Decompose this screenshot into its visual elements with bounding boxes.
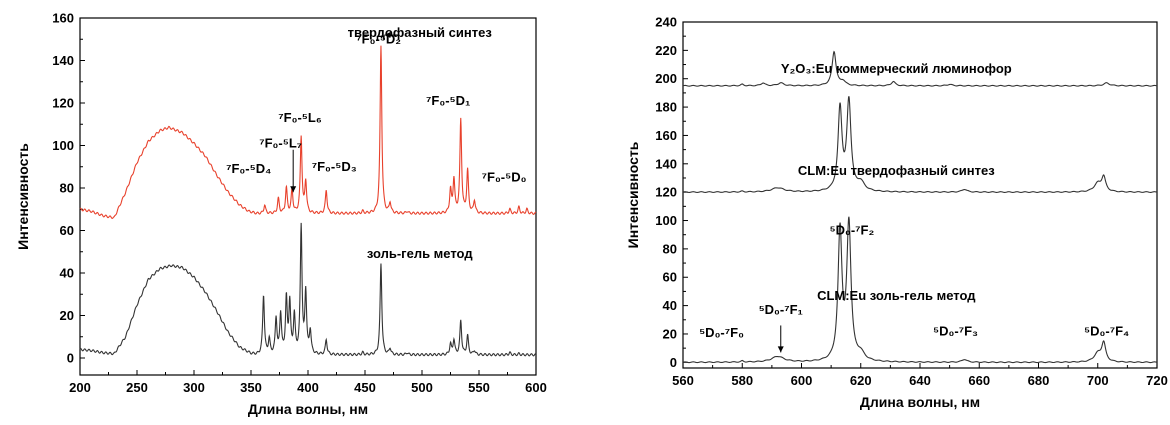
x-tick-label: 640 — [909, 373, 931, 388]
annotation-label: ⁷F₀-⁵D₃ — [312, 159, 357, 174]
x-tick-label: 580 — [731, 373, 753, 388]
y-axis-label: Интенсивность — [625, 141, 641, 248]
y-tick-label: 140 — [655, 156, 677, 171]
x-tick-label: 680 — [1028, 373, 1050, 388]
y-tick-label: 180 — [655, 100, 677, 115]
y-tick-label: 60 — [60, 223, 74, 238]
y-tick-label: 160 — [52, 11, 74, 26]
x-tick-label: 660 — [968, 373, 990, 388]
x-tick-label: 450 — [354, 380, 376, 395]
x-tick-label: 620 — [850, 373, 872, 388]
y-tick-label: 120 — [655, 185, 677, 200]
annotation-label: ⁷F₀-⁵D₁ — [426, 93, 470, 108]
y-tick-label: 20 — [60, 308, 74, 323]
y-tick-label: 60 — [663, 270, 677, 285]
y-tick-label: 0 — [67, 351, 74, 366]
x-tick-label: 500 — [411, 380, 433, 395]
plot-frame — [79, 17, 537, 376]
series-line-3 — [682, 216, 1158, 364]
series-line-2 — [79, 222, 537, 357]
annotation-label: ⁵D₀-⁷F₂ — [829, 223, 874, 238]
x-tick-label: 720 — [1146, 373, 1168, 388]
x-tick-label: 600 — [525, 380, 547, 395]
annotation-label: ⁵D₀-⁷F₀ — [699, 325, 744, 340]
y-tick-label: 100 — [52, 138, 74, 153]
x-tick-label: 400 — [297, 380, 319, 395]
annotation-label: ⁵D₀-⁷F₁ — [759, 302, 803, 317]
x-tick-label: 550 — [468, 380, 490, 395]
x-tick-label: 200 — [69, 380, 91, 395]
y-tick-label: 120 — [52, 96, 74, 111]
annotation-label: золь-гель метод — [367, 246, 473, 261]
y-tick-label: 40 — [60, 266, 74, 281]
x-tick-label: 250 — [126, 380, 148, 395]
y-tick-label: 200 — [655, 71, 677, 86]
y-tick-label: 0 — [670, 355, 677, 370]
y-tick-label: 80 — [60, 181, 74, 196]
annotation-label: Y₂O₃:Eu коммерческий люминофор — [781, 61, 1012, 76]
series-line-1 — [79, 45, 537, 220]
annotation-label: ⁵D₀-⁷F₃ — [933, 323, 978, 338]
y-tick-label: 220 — [655, 43, 677, 58]
x-tick-label: 700 — [1087, 373, 1109, 388]
annotation-label: ⁷F₀-⁵D₀ — [482, 170, 527, 185]
annotation-label: ⁷F₀-⁵L₆ — [278, 110, 322, 125]
y-tick-label: 40 — [663, 298, 677, 313]
x-tick-label: 350 — [240, 380, 262, 395]
y-tick-label: 140 — [52, 53, 74, 68]
series-line-1 — [682, 50, 1158, 87]
y-tick-label: 100 — [655, 213, 677, 228]
annotation-label: ⁷F₀-⁵D₄ — [226, 161, 271, 176]
x-tick-label: 600 — [791, 373, 813, 388]
y-tick-label: 80 — [663, 241, 677, 256]
annotation-label: ⁷F₀-⁵D₂ — [356, 32, 401, 47]
y-tick-label: 20 — [663, 326, 677, 341]
annotation-label: ⁷F₀-⁵L₇ — [259, 136, 302, 151]
arrow-head — [384, 32, 391, 38]
excitation-spectra-chart: 200 250 300 350 400 450 500 550 600 0 20 40 60 80 100 1… — [15, 11, 547, 418]
annotation-label: ⁵D₀-⁷F₄ — [1084, 323, 1129, 338]
arrow-head — [290, 186, 297, 193]
y-tick-label: 160 — [655, 128, 677, 143]
annotation-label: CLM:Eu твердофазный синтез — [798, 163, 995, 178]
x-tick-label: 300 — [183, 380, 205, 395]
x-tick-label: 560 — [672, 373, 694, 388]
annotation-label: твердофазный синтез — [348, 25, 493, 40]
y-axis-label: Интенсивность — [15, 143, 31, 250]
series-line-2 — [682, 96, 1158, 193]
emission-spectra-chart: 560 580 600 620 640 660 680 700 720 0 20 40 60 80 100 1… — [625, 15, 1168, 411]
x-axis-label: Длина волны, нм — [860, 394, 980, 410]
x-axis-label: Длина волны, нм — [248, 401, 368, 417]
annotation-label: CLM:Eu золь-гель метод — [817, 288, 976, 303]
arrow-head — [777, 346, 784, 353]
y-tick-label: 240 — [655, 15, 677, 30]
